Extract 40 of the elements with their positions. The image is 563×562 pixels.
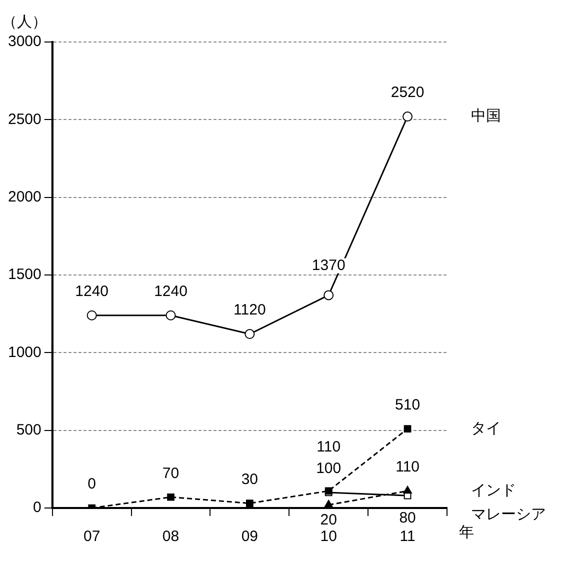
data-label: 1240 [75, 283, 109, 300]
y-tick-label: 3000 [8, 33, 42, 50]
data-label: 110 [316, 438, 341, 456]
data-label: 1240 [154, 283, 188, 300]
data-label: 20 [320, 512, 337, 529]
point [324, 290, 334, 300]
point [167, 493, 174, 501]
data-label: 0 [88, 476, 96, 493]
y-axis-title: （人） [2, 14, 47, 31]
data-label: 100 [316, 460, 342, 478]
point [166, 310, 176, 320]
x-tick-label: 09 [241, 528, 258, 546]
point [404, 425, 412, 432]
y-tick-label: 2000 [8, 188, 42, 206]
x-tick-label: 10 [320, 528, 337, 546]
data-label: 70 [162, 464, 180, 482]
y-tick-label: 1500 [8, 266, 42, 284]
point [86, 310, 97, 320]
data-label: 110 [396, 458, 420, 476]
x-axis-title: 年 [459, 524, 474, 542]
text: マレーシア [471, 506, 546, 524]
x-tick-label: 07 [83, 528, 100, 546]
data-label: 30 [241, 470, 258, 488]
text: インド [471, 482, 516, 500]
point [244, 329, 255, 340]
y-tick-label: 1000 [8, 344, 42, 361]
text: 中国 [471, 108, 501, 125]
data-label: 1370 [312, 256, 346, 274]
data-label: 1120 [234, 302, 266, 319]
point [402, 112, 413, 122]
data-label: 510 [395, 396, 420, 414]
point [246, 500, 254, 508]
x-tick-label: 11 [400, 528, 416, 546]
y-tick-label: 0 [33, 499, 42, 516]
data-label: 80 [399, 510, 416, 527]
x-tick-label: 08 [162, 528, 180, 546]
text: タイ [471, 420, 501, 437]
y-tick-label: 2500 [8, 110, 42, 128]
data-label: 2520 [390, 84, 424, 102]
y-tick-label: 500 [16, 421, 42, 438]
